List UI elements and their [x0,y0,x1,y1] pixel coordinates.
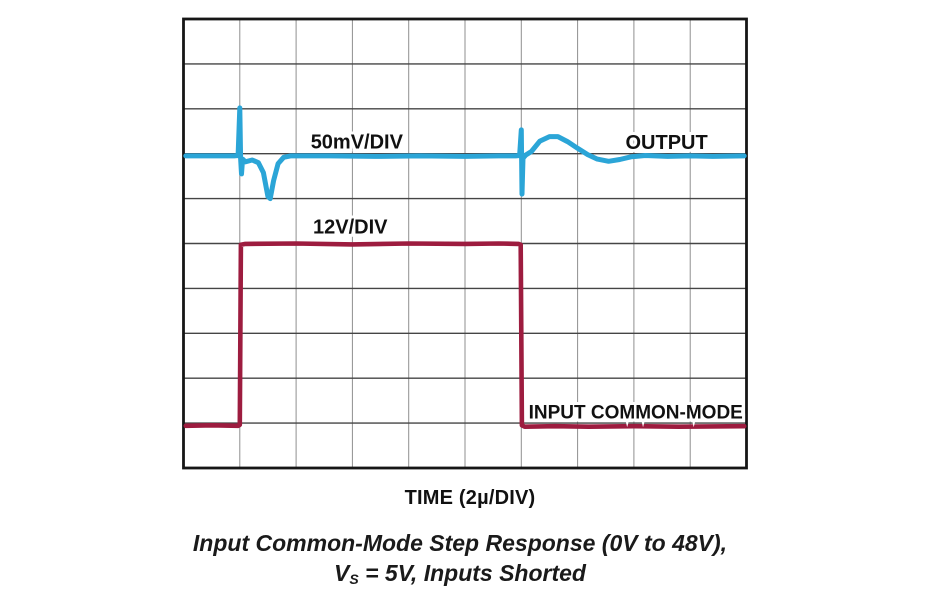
plot-border [182,17,748,470]
oscilloscope-plot: 50mV/DIV OUTPUT 12V/DIV INPUT COMMON-MODE [182,17,748,470]
trace-label: INPUT COMMON-MODE [529,403,743,424]
caption-line-2-rest: = 5V, Inputs Shorted [358,560,586,586]
trace-output [183,105,747,202]
trace-label: OUTPUT [626,132,708,154]
figure-caption: Input Common-Mode Step Response (0V to 4… [0,528,920,588]
trace-label: 50mV/DIV [311,131,404,153]
trace-input-common-mode [183,241,747,430]
trace-label: 12V/DIV [313,217,388,239]
x-axis-label: TIME (2µ/DIV) [404,487,536,509]
caption-line-1: Input Common-Mode Step Response (0V to 4… [192,530,728,556]
caption-vs-subscript: S [349,571,359,587]
caption-vs-prefix: V [334,560,350,586]
caption-line-2: VS = 5V, Inputs Shorted [0,558,920,588]
